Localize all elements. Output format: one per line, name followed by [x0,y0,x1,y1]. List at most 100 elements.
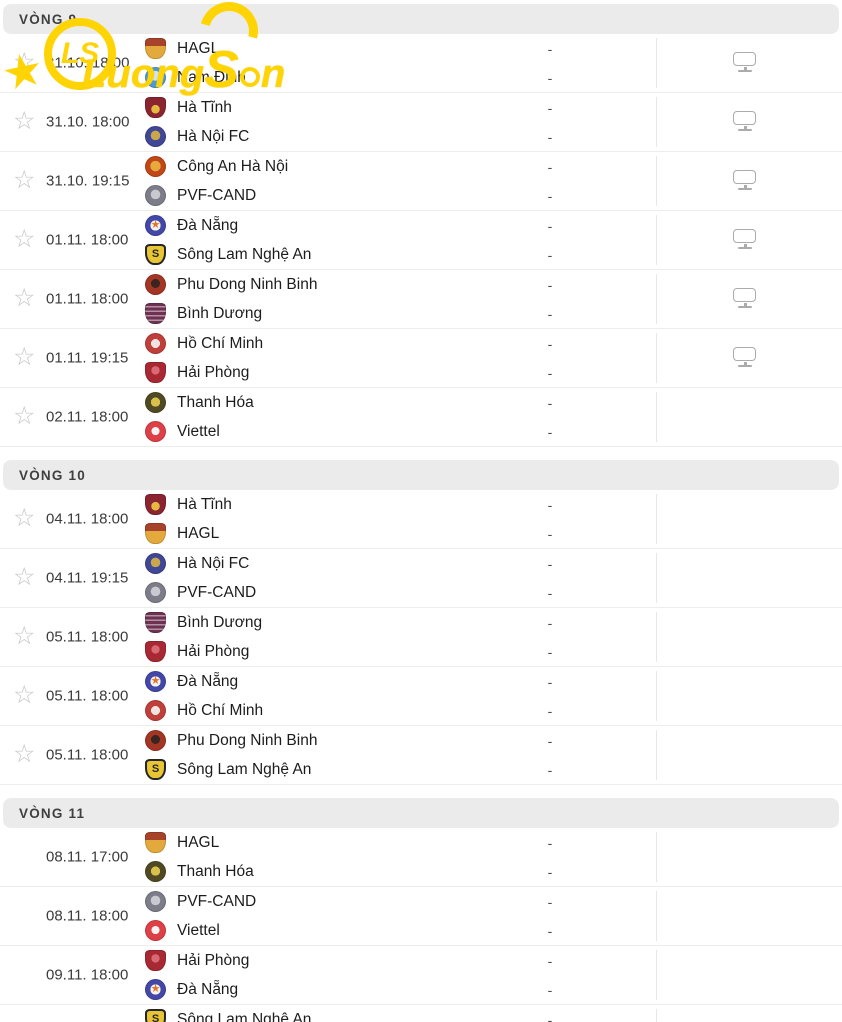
home-score: - [547,732,553,749]
match-row[interactable]: ☆ 05.11. 18:00 Bình Dương Hải Phòng - - [0,608,842,667]
match-row[interactable]: ☆ 01.11. 19:15 Hồ Chí Minh Hải Phòng - - [0,329,842,388]
tv-broadcast-icon[interactable] [733,347,758,369]
tv-broadcast-icon[interactable] [733,170,758,192]
favorite-star-icon[interactable]: ☆ [13,48,36,76]
away-score: - [547,128,553,145]
match-row[interactable]: ☆ S Sông Lam Nghệ An - [0,1005,842,1022]
home-team: Phu Dong Ninh Binh [145,726,317,755]
match-datetime: 05.11. 18:00 [46,746,129,764]
home-team-name: Hà Tĩnh [177,495,232,513]
tv-broadcast-icon[interactable] [733,288,758,310]
match-row[interactable]: ☆ 08.11. 17:00 HAGL Thanh Hóa - - [0,828,842,887]
away-score: - [547,423,553,440]
match-datetime: 05.11. 18:00 [46,687,129,705]
away-score: - [547,643,553,660]
away-team-name: Nam Định [177,68,246,86]
home-team-logo-icon: ★ [145,215,166,236]
favorite-star-icon[interactable]: ☆ [13,343,36,371]
away-team-name: PVF-CAND [177,186,257,204]
favorite-star-icon[interactable]: ☆ [13,225,36,253]
match-row[interactable]: ☆ 31.10. 18:00 HAGL Nam Định - - [0,34,842,93]
match-datetime: 01.11. 18:00 [46,290,129,308]
home-team: Hồ Chí Minh [145,329,263,358]
match-row[interactable]: ☆ 05.11. 18:00 ★ Đà Nẵng Hồ Chí Minh - - [0,667,842,726]
home-score: - [547,158,553,175]
score-column: - - [541,490,559,548]
match-row[interactable]: ☆ 05.11. 18:00 Phu Dong Ninh Binh S Sông… [0,726,842,785]
match-datetime: 01.11. 18:00 [46,231,129,249]
home-team-name: Hồ Chí Minh [177,334,264,352]
away-team-logo-icon [145,67,166,88]
round-section: VÒNG 10 ☆ 04.11. 18:00 Hà Tĩnh HAGL - - [0,460,842,785]
match-teams: Hà Nội FC PVF-CAND [145,549,256,607]
home-team: ★ Đà Nẵng [145,211,311,240]
home-team-name: Đà Nẵng [177,672,239,690]
home-team-name: Bình Dương [177,613,263,631]
match-row[interactable]: ☆ 31.10. 19:15 Công An Hà Nội PVF-CAND -… [0,152,842,211]
favorite-star-icon[interactable]: ☆ [13,563,36,591]
match-teams: ★ Đà Nẵng Hồ Chí Minh [145,667,263,725]
tv-broadcast-icon[interactable] [733,111,758,133]
away-team-logo-icon [145,700,166,721]
match-row[interactable]: ☆ 08.11. 18:00 PVF-CAND Viettel - - [0,887,842,946]
home-team-logo-icon [145,333,166,354]
round-section: VÒNG 11 ☆ 08.11. 17:00 HAGL Thanh Hóa - … [0,798,842,1022]
home-score: - [547,952,553,969]
away-team-name: PVF-CAND [177,583,257,601]
away-team: Hà Nội FC [145,122,249,151]
column-divider [656,612,657,662]
match-teams: PVF-CAND Viettel [145,887,256,945]
away-team: S Sông Lam Nghệ An [145,755,317,784]
away-score: - [547,922,553,939]
column-divider [656,950,657,1000]
favorite-star-icon[interactable]: ☆ [13,166,36,194]
home-team: Công An Hà Nội [145,152,288,181]
match-datetime: 31.10. 18:00 [46,113,130,131]
home-team-name: Đà Nẵng [177,216,239,234]
away-score: - [547,702,553,719]
match-teams: Bình Dương Hải Phòng [145,608,262,666]
home-score: - [547,834,553,851]
score-column: - - [541,608,559,666]
away-team-name: Hồ Chí Minh [177,701,264,719]
away-team: Hải Phòng [145,637,262,666]
favorite-star-icon[interactable]: ☆ [13,681,36,709]
tv-broadcast-icon[interactable] [733,229,758,251]
tv-broadcast-icon[interactable] [733,52,758,74]
column-divider [656,156,657,206]
home-score: - [547,614,553,631]
match-row[interactable]: ☆ 04.11. 19:15 Hà Nội FC PVF-CAND - - [0,549,842,608]
match-teams: HAGL Nam Định [145,34,246,92]
match-row[interactable]: ☆ 09.11. 18:00 Hải Phòng ★ Đà Nẵng - - [0,946,842,1005]
home-team-logo-icon [145,891,166,912]
favorite-star-icon[interactable]: ☆ [13,740,36,768]
favorite-star-icon[interactable]: ☆ [13,402,36,430]
match-row[interactable]: ☆ 31.10. 18:00 Hà Tĩnh Hà Nội FC - - [0,93,842,152]
home-team-logo-icon [145,494,166,515]
away-score: - [547,525,553,542]
favorite-star-icon[interactable]: ☆ [13,622,36,650]
round-header: VÒNG 10 [3,460,839,490]
away-team-logo-icon: S [145,244,166,265]
home-team: Hà Tĩnh [145,93,249,122]
home-team-name: PVF-CAND [177,892,257,910]
away-team-name: Bình Dương [177,304,263,322]
favorite-star-icon[interactable]: ☆ [13,284,36,312]
home-team: Hải Phòng [145,946,249,975]
column-divider [656,215,657,265]
match-datetime: 05.11. 18:00 [46,628,129,646]
away-team: Nam Định [145,63,246,92]
column-divider [656,1009,657,1022]
favorite-star-icon[interactable]: ☆ [13,504,36,532]
match-datetime: 02.11. 18:00 [46,408,129,426]
away-team-logo-icon [145,641,166,662]
match-row[interactable]: ☆ 01.11. 18:00 ★ Đà Nẵng S Sông Lam Nghệ… [0,211,842,270]
match-row[interactable]: ☆ 02.11. 18:00 Thanh Hóa Viettel - - [0,388,842,447]
match-row[interactable]: ☆ 04.11. 18:00 Hà Tĩnh HAGL - - [0,490,842,549]
match-teams: HAGL Thanh Hóa [145,828,254,886]
match-row[interactable]: ☆ 01.11. 18:00 Phu Dong Ninh Binh Bình D… [0,270,842,329]
column-divider [656,97,657,147]
favorite-star-icon[interactable]: ☆ [13,107,36,135]
match-teams: Hồ Chí Minh Hải Phòng [145,329,263,387]
